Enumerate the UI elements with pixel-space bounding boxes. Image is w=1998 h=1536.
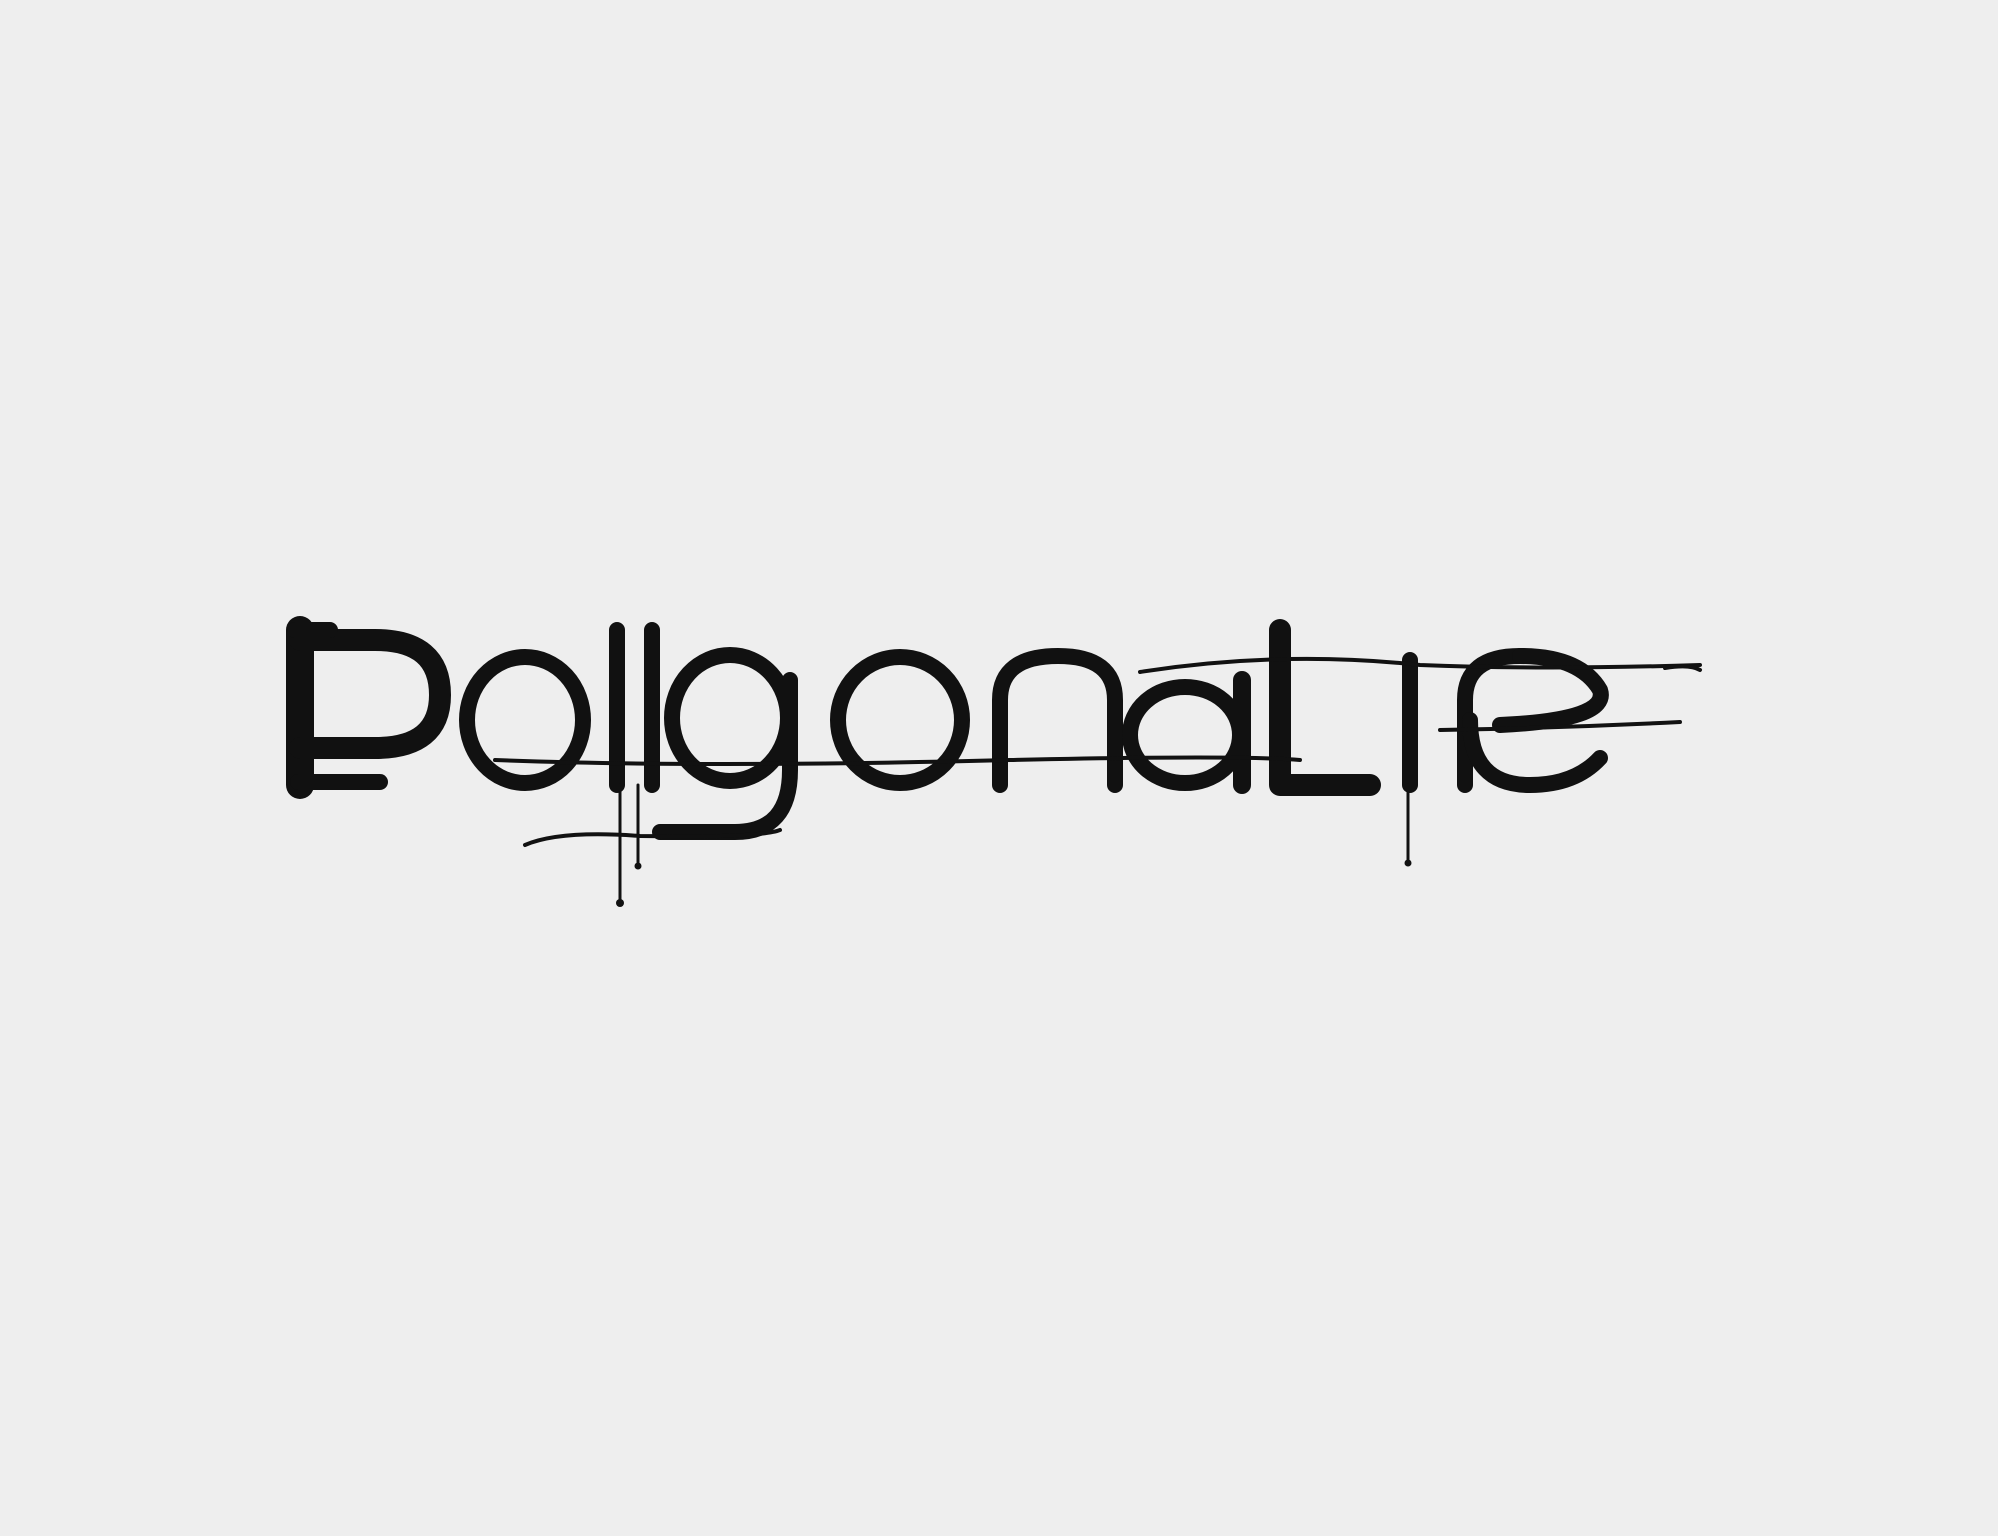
letter-n xyxy=(992,648,1123,793)
letter-o-1 xyxy=(459,649,591,791)
letter-o-2 xyxy=(830,649,970,791)
letter-e xyxy=(1462,648,1609,793)
drip-lines xyxy=(618,783,1410,902)
letter-a xyxy=(1122,671,1251,794)
letter-n-2 xyxy=(1457,648,1528,793)
letter-g xyxy=(652,647,798,840)
letter-capital-l xyxy=(1269,619,1381,796)
drip-dots xyxy=(616,859,1412,907)
letter-p xyxy=(286,616,451,799)
decorative-hairlines xyxy=(493,656,1702,847)
